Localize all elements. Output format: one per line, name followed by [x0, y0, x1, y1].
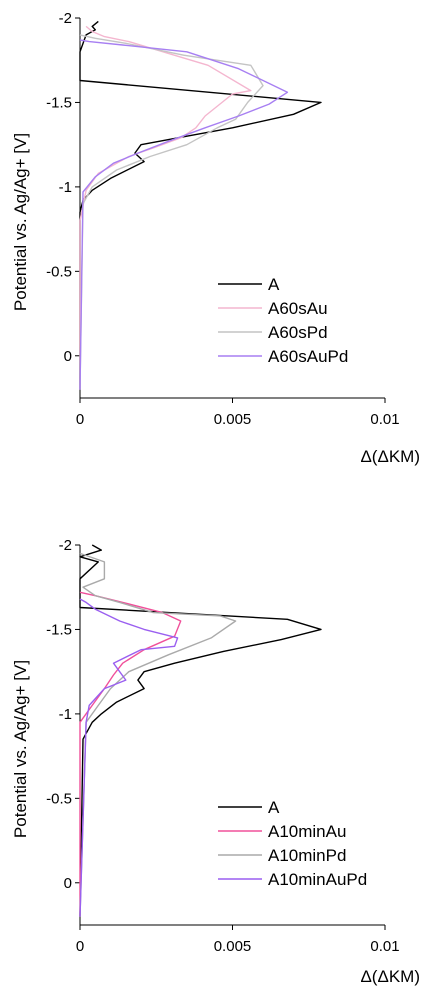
- y-tick-label: -2: [59, 10, 72, 27]
- x-tick-label: 0.005: [214, 411, 252, 428]
- y-tick-label: 0: [64, 348, 72, 365]
- legend-label: A10minAu: [268, 822, 346, 841]
- x-tick-label: 0.01: [370, 411, 399, 428]
- legend-label: A: [268, 798, 280, 817]
- series-line-A60sAu: [79, 25, 252, 390]
- y-tick-label: -2: [59, 537, 72, 554]
- y-tick-label: 0: [64, 875, 72, 892]
- legend-label: A10minPd: [268, 846, 346, 865]
- legend-label: A10minAuPd: [268, 870, 367, 889]
- y-axis-title: Potential vs. Ag/Ag+ [V]: [11, 660, 30, 838]
- series-line-A60sPd: [79, 34, 264, 390]
- y-axis-title: Potential vs. Ag/Ag+ [V]: [11, 133, 30, 311]
- series-line-A: [79, 20, 322, 390]
- series-line-A: [79, 544, 322, 917]
- legend-label: A60sPd: [268, 323, 328, 342]
- series-line-A10minAuPd: [79, 598, 179, 917]
- y-tick-label: -1.5: [46, 621, 72, 638]
- legend-label: A: [268, 275, 280, 294]
- legend-label: A60sAuPd: [268, 347, 348, 366]
- x-tick-label: 0: [76, 938, 84, 955]
- x-tick-label: 0: [76, 411, 84, 428]
- series-line-A10minAu: [79, 591, 182, 917]
- x-axis-title: Δ(ΔKM): [360, 967, 420, 986]
- x-tick-label: 0.01: [370, 938, 399, 955]
- y-tick-label: -1: [59, 706, 72, 723]
- y-tick-label: -0.5: [46, 263, 72, 280]
- x-tick-label: 0.005: [214, 938, 252, 955]
- y-tick-label: -1.5: [46, 94, 72, 111]
- series-line-A60sAuPd: [79, 39, 289, 390]
- y-tick-label: -1: [59, 179, 72, 196]
- x-axis-title: Δ(ΔKM): [360, 447, 420, 466]
- y-tick-label: -0.5: [46, 790, 72, 807]
- legend-label: A60sAu: [268, 299, 328, 318]
- series-line-A10minPd: [79, 552, 237, 917]
